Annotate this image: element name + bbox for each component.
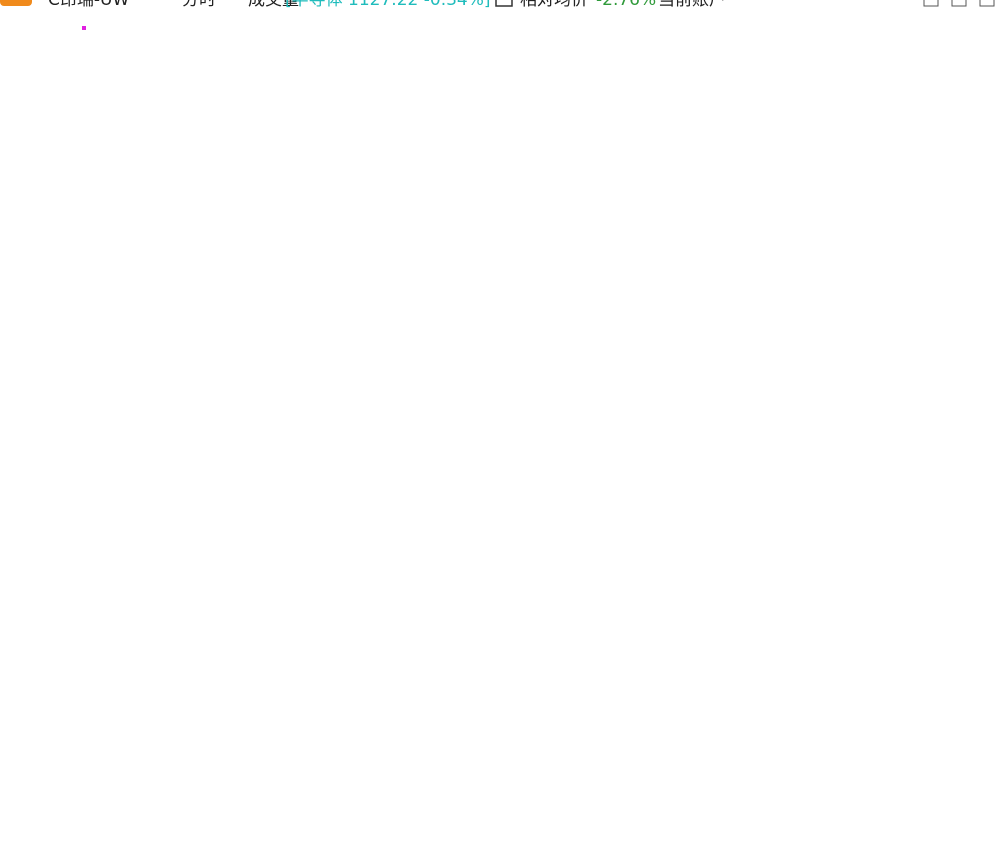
mode: 分时 xyxy=(182,0,216,10)
index-info: [半导体 1127.22 -0.34%] xyxy=(285,0,491,10)
relative-label: 相对均价 xyxy=(520,0,588,10)
relative-value: -2.76% xyxy=(596,0,656,10)
window-button[interactable] xyxy=(923,0,939,7)
window-button[interactable] xyxy=(951,0,967,7)
symbol: C昂瑞-UW xyxy=(48,0,129,10)
account: 当前账户 xyxy=(658,0,726,10)
window-button[interactable] xyxy=(979,0,995,7)
icon[interactable] xyxy=(495,0,513,7)
indicator: 成交量 xyxy=(248,0,299,10)
badge xyxy=(0,0,32,6)
dot xyxy=(82,26,86,30)
